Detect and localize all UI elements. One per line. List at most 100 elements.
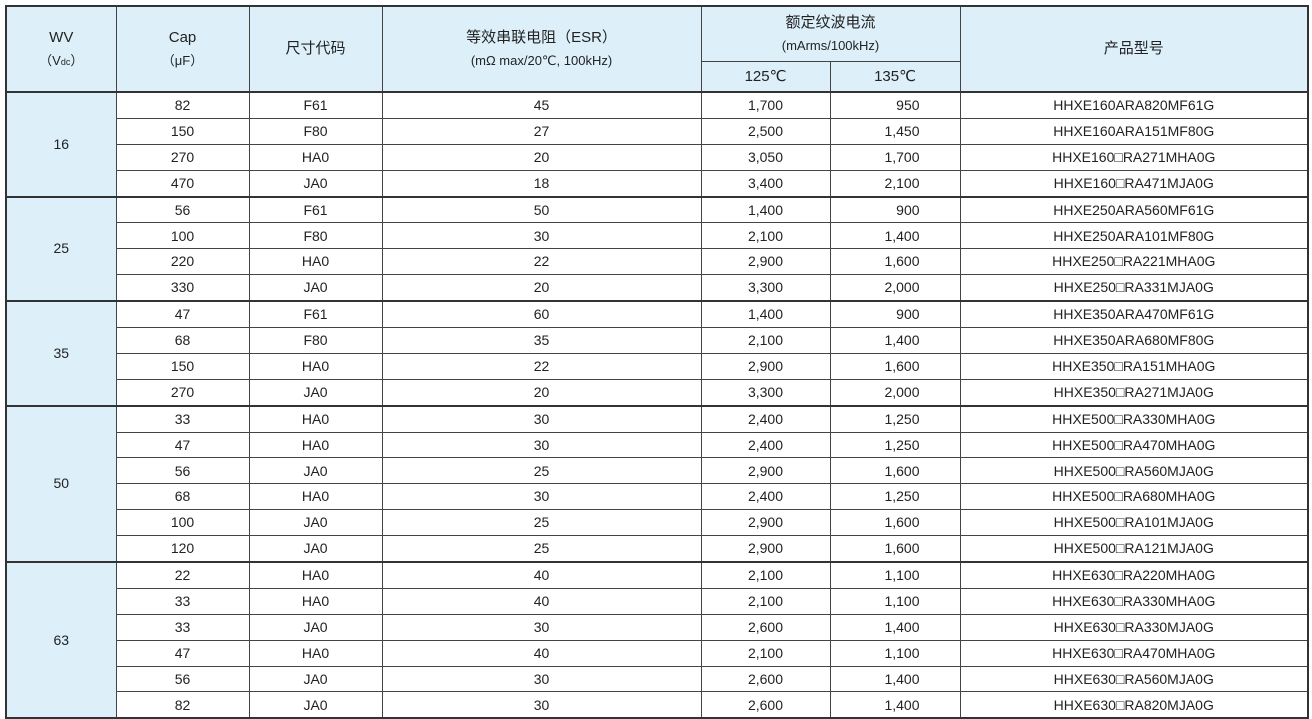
table-row: 270 HA0 20 3,050 1,700 HHXE160□RA271MHA0G [6,143,1309,171]
ripple-125-cell: 1,400 [700,195,831,224]
cap-cell: 33 [115,587,250,615]
size-code-cell: JA0 [248,535,383,563]
ripple-125-cell: 2,600 [700,665,831,693]
table-row: 33 JA0 30 2,600 1,400 HHXE630□RA330MJA0G [6,613,1309,641]
part-no-cell: HHXE250□RA221MHA0G [959,248,1309,276]
part-no-cell: HHXE160□RA471MJA0G [959,169,1309,198]
cap-cell: 68 [115,327,250,354]
size-code-cell: HA0 [248,587,383,615]
ripple-135-cell: 1,100 [829,561,961,589]
part-no-cell: HHXE250□RA331MJA0G [959,274,1309,302]
ripple-125-cell: 2,100 [700,327,831,354]
size-code-cell: JA0 [248,665,383,693]
ripple-125-cell: 2,100 [700,561,831,589]
esr-cell: 25 [381,457,702,485]
table-row: 100 F80 30 2,100 1,400 HHXE250ARA101MF80G [6,222,1309,250]
part-no-cell: HHXE500□RA680MHA0G [959,483,1309,511]
ripple-125-cell: 2,900 [700,509,831,537]
table-row: 330 JA0 20 3,300 2,000 HHXE250□RA331MJA0G [6,274,1309,302]
ripple-135-cell: 1,400 [829,222,961,250]
ripple-125-cell: 2,400 [700,431,831,459]
esr-cell: 50 [381,195,702,224]
cap-cell: 220 [115,248,250,276]
table-row: 68 F80 35 2,100 1,400 HHXE350ARA680MF80G [6,327,1309,354]
ripple-135-cell: 900 [829,195,961,224]
ripple-125-cell: 2,900 [700,248,831,276]
ripple-125-cell: 3,300 [700,274,831,302]
ripple-135-cell: 1,600 [829,457,961,485]
size-code-cell: F61 [248,300,383,329]
size-code-cell: JA0 [248,274,383,302]
size-code-cell: JA0 [248,691,383,719]
esr-cell: 45 [381,91,702,119]
size-code-cell: HA0 [248,431,383,459]
ripple-125-cell: 2,900 [700,535,831,563]
esr-cell: 25 [381,535,702,563]
ripple-135-cell: 1,400 [829,665,961,693]
esr-cell: 30 [381,222,702,250]
table-row: 56 JA0 30 2,600 1,400 HHXE630□RA560MJA0G [6,665,1309,693]
cap-cell: 82 [115,91,250,119]
cap-cell: 56 [115,457,250,485]
cap-cell: 150 [115,117,250,145]
size-code-cell: JA0 [248,457,383,485]
header-size-code: 尺寸代码 [248,5,383,93]
cap-cell: 68 [115,483,250,511]
ripple-135-cell: 2,000 [829,274,961,302]
esr-cell: 40 [381,561,702,589]
size-code-cell: HA0 [248,561,383,589]
size-code-cell: F80 [248,117,383,145]
table-row: 220 HA0 22 2,900 1,600 HHXE250□RA221MHA0G [6,248,1309,276]
table-row: 56 JA0 25 2,900 1,600 HHXE500□RA560MJA0G [6,457,1309,485]
esr-cell: 30 [381,404,702,433]
ripple-135-cell: 1,600 [829,352,961,380]
cap-cell: 33 [115,404,250,433]
ripple-125-cell: 2,100 [700,587,831,615]
table-row: 50 33 HA0 30 2,400 1,250 HHXE500□RA330MHA0G [5,404,1309,563]
part-no-cell: HHXE160□RA271MHA0G [959,143,1309,171]
esr-cell: 30 [381,665,702,693]
ripple-125-cell: 2,400 [700,483,831,511]
ripple-125-cell: 2,900 [700,352,831,380]
cap-cell: 22 [115,561,250,589]
ripple-135-cell: 1,700 [829,143,961,171]
ripple-135-cell: 900 [829,300,961,329]
esr-cell: 35 [381,327,702,354]
cap-cell: 100 [115,222,250,250]
ripple-135-cell: 1,600 [829,248,961,276]
header-125c: 125℃ [700,61,831,93]
esr-cell: 22 [381,352,702,380]
wv-unit: （Vdc） [39,53,84,69]
cap-cell: 56 [115,195,250,224]
wv-cell: 50 [5,404,117,563]
part-no-cell: HHXE630□RA470MHA0G [959,639,1309,667]
ripple-125-cell: 2,100 [700,222,831,250]
ripple-125-cell: 3,300 [700,378,831,407]
part-no-cell: HHXE500□RA470MHA0G [959,431,1309,459]
ripple-135-cell: 1,400 [829,691,961,719]
ripple-125-cell: 2,100 [700,639,831,667]
table-row: 35 47 F61 60 1,400 900 HHXE350ARA470MF61G [5,300,1309,407]
header-wv: WV （Vdc） [5,5,117,93]
esr-unit: (mΩ max/20℃, 100kHz) [470,53,613,69]
cap-cell: 33 [115,613,250,641]
part-no-cell: HHXE500□RA560MJA0G [959,457,1309,485]
ripple-125-cell: 1,400 [700,300,831,329]
ripple-135-cell: 1,100 [829,587,961,615]
cap-unit: （μF） [161,53,204,69]
ripple-135-cell: 1,600 [829,509,961,537]
table-row: 33 HA0 40 2,100 1,100 HHXE630□RA330MHA0G [6,587,1309,615]
ripple-125-cell: 2,900 [700,457,831,485]
table-row: 150 HA0 22 2,900 1,600 HHXE350□RA151MHA0G [6,352,1309,380]
size-code-cell: JA0 [248,613,383,641]
ripple-135-cell: 1,250 [829,404,961,433]
table-row: 63 22 HA0 40 2,100 1,100 HHXE630□RA220MHA0G [5,561,1309,719]
ripple-135-cell: 2,100 [829,169,961,198]
ripple-125-cell: 2,600 [700,613,831,641]
wv-cell: 35 [5,300,117,407]
size-code-cell: HA0 [248,248,383,276]
ripple-135-cell: 2,000 [829,378,961,407]
part-no-cell: HHXE500□RA101MJA0G [959,509,1309,537]
size-code-cell: HA0 [248,143,383,171]
part-no-cell: HHXE630□RA330MJA0G [959,613,1309,641]
